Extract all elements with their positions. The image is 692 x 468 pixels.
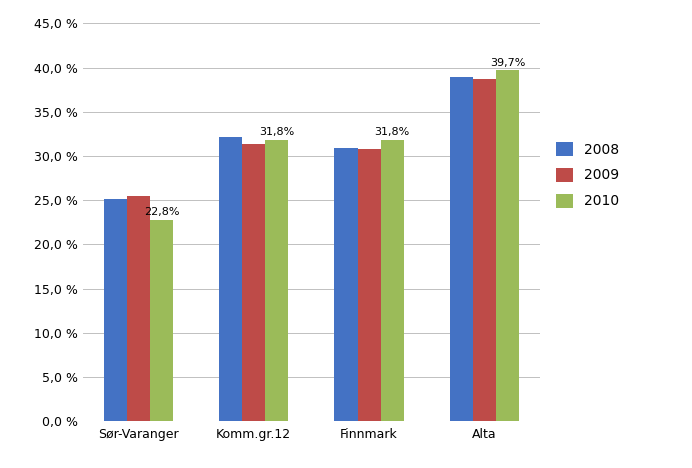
Bar <box>358 149 381 421</box>
Bar <box>381 140 403 421</box>
Text: 22,8%: 22,8% <box>144 207 179 217</box>
Bar <box>334 148 358 421</box>
Text: 31,8%: 31,8% <box>374 127 410 138</box>
Bar <box>127 196 150 421</box>
Bar <box>265 140 289 421</box>
Bar <box>219 138 242 421</box>
Text: 31,8%: 31,8% <box>260 127 294 138</box>
Legend: 2008, 2009, 2010: 2008, 2009, 2010 <box>556 142 619 208</box>
Bar <box>473 79 496 421</box>
Bar <box>150 219 173 421</box>
Bar <box>450 77 473 421</box>
Text: 39,7%: 39,7% <box>490 58 525 67</box>
Bar <box>242 144 265 421</box>
Bar <box>496 70 519 421</box>
Bar <box>104 199 127 421</box>
